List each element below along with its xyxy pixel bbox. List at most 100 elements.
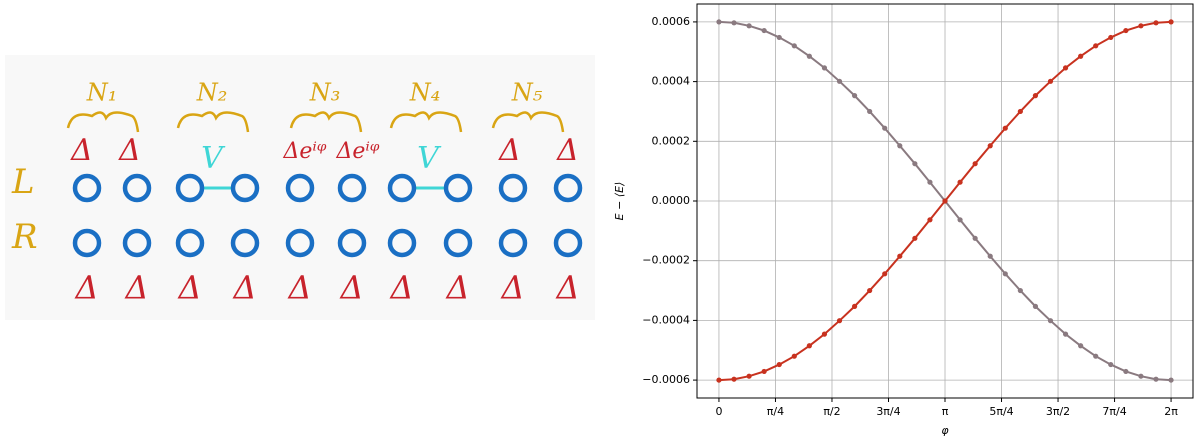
data-point: [807, 343, 812, 348]
pairing-label: Δ: [444, 269, 469, 307]
page: LRN₁N₂N₃N₄N₅ΔΔVΔeⁱᵠΔeⁱᵠVΔΔΔΔΔΔΔΔΔΔΔΔ 0π/…: [0, 0, 1203, 441]
data-point: [852, 93, 857, 98]
data-point: [1063, 65, 1068, 70]
data-point: [777, 35, 782, 40]
data-point: [1063, 332, 1068, 337]
data-point: [927, 217, 932, 222]
data-point: [1108, 362, 1113, 367]
data-point: [837, 318, 842, 323]
data-point: [792, 354, 797, 359]
y-tick-label: 0.0004: [652, 75, 691, 88]
data-point: [1078, 343, 1083, 348]
data-point: [973, 161, 978, 166]
data-point: [882, 271, 887, 276]
data-point: [762, 369, 767, 374]
data-point: [731, 377, 736, 382]
x-tick-label: π/2: [823, 405, 840, 418]
pairing-label: Δeⁱᵠ: [282, 139, 326, 164]
x-tick-label: 0: [715, 405, 722, 418]
data-point: [882, 126, 887, 131]
group-label: N₄: [409, 79, 441, 107]
data-point: [1018, 288, 1023, 293]
y-axis-label: E − ⟨E⟩: [613, 182, 626, 221]
row-label: R: [11, 217, 38, 257]
data-point: [988, 143, 993, 148]
data-point: [957, 180, 962, 185]
pairing-label: Δ: [73, 269, 98, 307]
y-tick-label: −0.0006: [642, 373, 690, 386]
pairing-label: Δ: [123, 269, 148, 307]
data-point: [912, 161, 917, 166]
y-tick-label: 0.0002: [652, 134, 691, 147]
group-label: N₅: [511, 79, 543, 107]
data-point: [792, 43, 797, 48]
x-tick-label: 2π: [1164, 405, 1178, 418]
y-tick-label: 0.0006: [652, 15, 691, 28]
x-tick-label: π: [942, 405, 949, 418]
data-point: [716, 19, 721, 24]
data-point: [912, 236, 917, 241]
data-point: [822, 65, 827, 70]
pairing-label: Δ: [231, 269, 256, 307]
data-point: [897, 254, 902, 259]
data-point: [852, 304, 857, 309]
data-point: [762, 28, 767, 33]
coupling-label: V: [417, 141, 442, 176]
data-point: [1048, 318, 1053, 323]
data-point: [716, 377, 721, 382]
data-point: [1033, 304, 1038, 309]
data-point: [1153, 20, 1158, 25]
data-point: [746, 374, 751, 379]
data-point: [1093, 354, 1098, 359]
group-label: N₃: [309, 79, 341, 107]
data-point: [837, 79, 842, 84]
data-point: [942, 198, 947, 203]
data-point: [1123, 28, 1128, 33]
pairing-label: Δ: [499, 269, 524, 307]
coupling-label: V: [201, 141, 226, 176]
x-tick-label: π/4: [767, 405, 784, 418]
data-point: [1168, 377, 1173, 382]
y-tick-label: −0.0004: [642, 313, 690, 326]
data-point: [957, 217, 962, 222]
data-point: [867, 109, 872, 114]
data-point: [1003, 271, 1008, 276]
group-label: N₁: [86, 79, 118, 107]
data-point: [988, 254, 993, 259]
x-tick-label: 5π/4: [989, 405, 1013, 418]
data-point: [1018, 109, 1023, 114]
data-point: [1138, 374, 1143, 379]
pairing-label: Δeⁱᵠ: [335, 139, 379, 164]
data-point: [1078, 54, 1083, 59]
pairing-label: Δ: [388, 269, 413, 307]
data-point: [1153, 377, 1158, 382]
group-label: N₂: [196, 79, 228, 107]
data-point: [973, 236, 978, 241]
x-tick-label: 3π/2: [1046, 405, 1070, 418]
data-point: [1003, 126, 1008, 131]
pairing-label: Δ: [554, 269, 579, 307]
row-label: L: [11, 162, 35, 202]
pairing-label: Δ: [286, 269, 311, 307]
data-point: [1033, 93, 1038, 98]
x-axis-label: φ: [941, 424, 949, 437]
data-point: [822, 332, 827, 337]
x-tick-label: 7π/4: [1102, 405, 1126, 418]
pairing-label: Δ: [338, 269, 363, 307]
chart: 0 π/4 π/2 3π/4 π 5π/4 3π/2 7π/4 2π −0.0006 −0.0004…: [613, 4, 1193, 437]
data-point: [1048, 79, 1053, 84]
data-point: [777, 362, 782, 367]
pairing-label: Δ: [70, 133, 93, 168]
x-tick-label: 3π/4: [876, 405, 900, 418]
data-point: [897, 143, 902, 148]
data-point: [1108, 35, 1113, 40]
data-point: [1138, 23, 1143, 28]
data-point: [807, 54, 812, 59]
pairing-label: Δ: [556, 133, 579, 168]
data-point: [1093, 43, 1098, 48]
data-point: [867, 288, 872, 293]
pairing-label: Δ: [176, 269, 201, 307]
data-point: [731, 20, 736, 25]
data-point: [1123, 369, 1128, 374]
pairing-label: Δ: [118, 133, 141, 168]
